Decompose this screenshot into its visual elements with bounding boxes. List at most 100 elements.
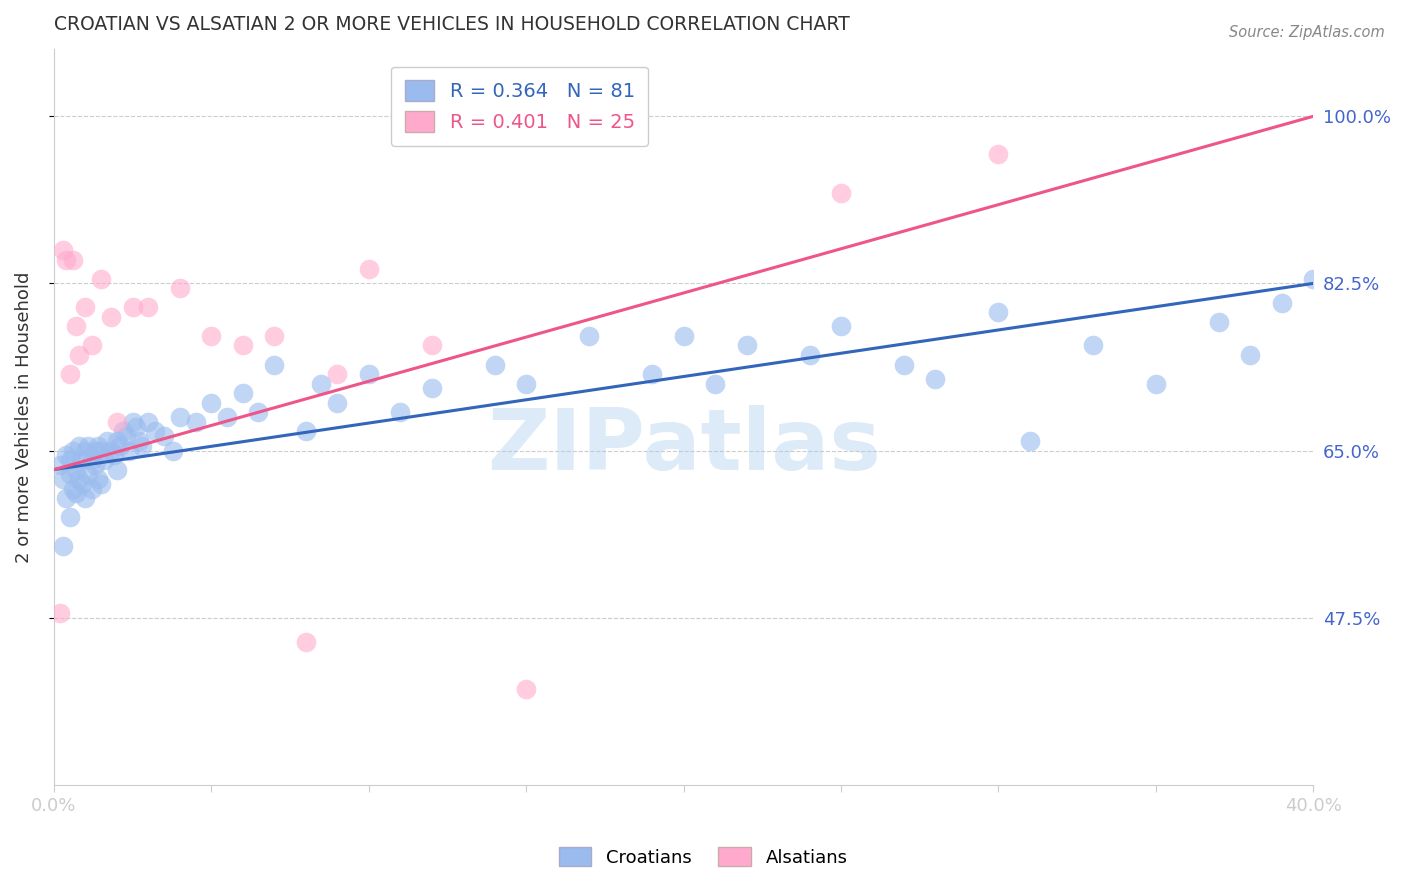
Point	[93, 453, 115, 467]
Point	[987, 147, 1010, 161]
Point	[87, 439, 110, 453]
Point	[578, 329, 600, 343]
Point	[893, 358, 915, 372]
Point	[67, 439, 90, 453]
Legend: Croatians, Alsatians: Croatians, Alsatians	[551, 840, 855, 874]
Point	[90, 271, 112, 285]
Point	[80, 338, 103, 352]
Legend: R = 0.364   N = 81, R = 0.401   N = 25: R = 0.364 N = 81, R = 0.401 N = 25	[391, 67, 648, 146]
Point	[118, 443, 141, 458]
Point	[1333, 376, 1355, 391]
Point	[100, 443, 122, 458]
Point	[987, 305, 1010, 319]
Point	[484, 358, 506, 372]
Point	[49, 606, 72, 620]
Point	[52, 539, 75, 553]
Point	[70, 453, 93, 467]
Point	[1081, 338, 1104, 352]
Point	[75, 491, 97, 506]
Point	[136, 415, 159, 429]
Point	[200, 396, 222, 410]
Point	[1302, 271, 1324, 285]
Point	[65, 319, 87, 334]
Point	[75, 300, 97, 314]
Point	[311, 376, 333, 391]
Point	[830, 319, 852, 334]
Point	[143, 425, 166, 439]
Point	[215, 410, 238, 425]
Point	[87, 472, 110, 486]
Point	[55, 252, 77, 267]
Point	[200, 329, 222, 343]
Point	[735, 338, 758, 352]
Point	[1208, 315, 1230, 329]
Point	[105, 415, 128, 429]
Point	[515, 682, 537, 697]
Point	[62, 443, 84, 458]
Point	[112, 425, 135, 439]
Point	[1144, 376, 1167, 391]
Point	[169, 410, 191, 425]
Point	[294, 634, 316, 648]
Point	[515, 376, 537, 391]
Point	[52, 472, 75, 486]
Point	[115, 429, 138, 443]
Point	[75, 443, 97, 458]
Point	[80, 482, 103, 496]
Point	[55, 491, 77, 506]
Point	[65, 462, 87, 476]
Point	[67, 348, 90, 362]
Point	[263, 358, 285, 372]
Point	[77, 467, 100, 482]
Point	[80, 453, 103, 467]
Point	[1271, 295, 1294, 310]
Point	[830, 186, 852, 200]
Point	[125, 419, 148, 434]
Point	[58, 453, 80, 467]
Point	[67, 472, 90, 486]
Point	[108, 439, 131, 453]
Point	[52, 243, 75, 257]
Point	[77, 439, 100, 453]
Point	[1019, 434, 1042, 448]
Point	[357, 367, 380, 381]
Point	[105, 434, 128, 448]
Point	[136, 300, 159, 314]
Point	[121, 300, 143, 314]
Point	[420, 381, 443, 395]
Point	[162, 443, 184, 458]
Point	[70, 477, 93, 491]
Y-axis label: 2 or more Vehicles in Household: 2 or more Vehicles in Household	[15, 271, 32, 563]
Point	[641, 367, 664, 381]
Point	[232, 386, 254, 401]
Text: Source: ZipAtlas.com: Source: ZipAtlas.com	[1229, 25, 1385, 40]
Text: CROATIAN VS ALSATIAN 2 OR MORE VEHICLES IN HOUSEHOLD CORRELATION CHART: CROATIAN VS ALSATIAN 2 OR MORE VEHICLES …	[53, 15, 849, 34]
Point	[184, 415, 207, 429]
Point	[420, 338, 443, 352]
Point	[799, 348, 821, 362]
Point	[232, 338, 254, 352]
Point	[58, 510, 80, 524]
Point	[100, 310, 122, 324]
Point	[90, 477, 112, 491]
Text: ZIPatlas: ZIPatlas	[486, 405, 880, 488]
Point	[62, 482, 84, 496]
Point	[58, 367, 80, 381]
Point	[103, 448, 125, 462]
Point	[263, 329, 285, 343]
Point	[62, 252, 84, 267]
Point	[924, 372, 946, 386]
Point	[357, 262, 380, 277]
Point	[49, 458, 72, 472]
Point	[247, 405, 270, 419]
Point	[389, 405, 412, 419]
Point	[153, 429, 176, 443]
Point	[128, 434, 150, 448]
Point	[121, 415, 143, 429]
Point	[131, 439, 153, 453]
Point	[83, 458, 105, 472]
Point	[169, 281, 191, 295]
Point	[58, 467, 80, 482]
Point	[83, 443, 105, 458]
Point	[704, 376, 727, 391]
